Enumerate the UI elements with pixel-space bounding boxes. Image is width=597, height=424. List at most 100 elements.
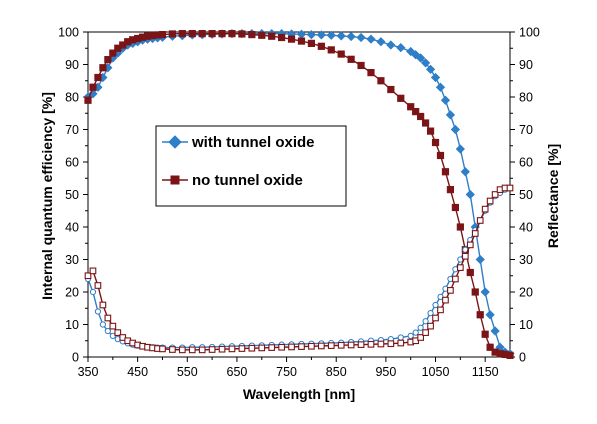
iqe-with-tunnel-oxide-point (376, 37, 386, 47)
iqe-no-tunnel-oxide-point (476, 311, 484, 319)
reflectance-with-tunnel-oxide-point (397, 334, 404, 341)
iqe-no-tunnel-oxide-point (466, 268, 474, 277)
iqe-no-tunnel-oxide-point (327, 46, 335, 54)
y2-axis-title: Reflectance [%] (545, 144, 561, 248)
series-line-reflectance-no-tunnel-oxide (87, 187, 510, 351)
legend-label-with-tunnel-oxide: with tunnel oxide (191, 134, 315, 151)
iqe-with-tunnel-oxide-point (435, 82, 446, 92)
iqe-no-tunnel-oxide-point (397, 94, 405, 102)
iqe-no-tunnel-oxide-point (377, 77, 385, 85)
reflectance-no-tunnel-oxide-point (198, 346, 206, 354)
iqe-with-tunnel-oxide-point (425, 64, 436, 74)
iqe-no-tunnel-oxide-point (198, 30, 206, 38)
iqe-no-tunnel-oxide-point (471, 288, 479, 296)
reflectance-no-tunnel-oxide-point (461, 252, 469, 260)
reflectance-no-tunnel-oxide-point (114, 329, 122, 336)
legend-box (155, 125, 347, 207)
reflectance-with-tunnel-oxide-point (417, 324, 424, 331)
y-tick-label: 20 (65, 286, 79, 300)
iqe-with-tunnel-oxide-point (450, 124, 461, 135)
y-tick-label: 80 (65, 91, 79, 105)
y2-tick-label: 70 (519, 123, 533, 137)
x-tick-label: 1050 (422, 365, 450, 379)
iqe-with-tunnel-oxide-point (411, 50, 421, 60)
iqe-no-tunnel-oxide-point (238, 30, 246, 38)
iqe-no-tunnel-oxide-point (84, 96, 92, 104)
iqe-with-tunnel-oxide-point (490, 326, 500, 336)
iqe-with-tunnel-oxide-point (296, 29, 307, 39)
y-tick-label: 50 (65, 188, 79, 202)
reflectance-no-tunnel-oxide-point (452, 275, 459, 283)
iqe-no-tunnel-oxide-point (506, 351, 514, 359)
iqe-no-tunnel-oxide-point (456, 223, 464, 231)
reflectance-no-tunnel-oxide-point (327, 342, 335, 349)
y-tick-label: 0 (72, 351, 79, 365)
iqe-no-tunnel-oxide-point (188, 30, 196, 38)
iqe-with-tunnel-oxide-point (88, 89, 98, 99)
reflectance-with-tunnel-oxide-point (412, 329, 419, 336)
y-tick-label: 60 (65, 156, 79, 170)
reflectance-no-tunnel-oxide-point (357, 341, 365, 349)
iqe-no-tunnel-oxide-point (258, 31, 266, 39)
reflectance-no-tunnel-oxide-point (432, 314, 439, 322)
series-layer (83, 29, 515, 359)
reflectance-with-tunnel-oxide-point (427, 310, 434, 317)
reflectance-no-tunnel-oxide-point (159, 345, 166, 353)
iqe-no-tunnel-oxide-point (387, 85, 395, 94)
iqe-with-tunnel-oxide-point (396, 42, 406, 53)
iqe-no-tunnel-oxide-point (268, 32, 276, 40)
iqe-no-tunnel-oxide-point (481, 330, 489, 338)
iqe-no-tunnel-oxide-point (99, 64, 107, 72)
x-tick-label: 1150 (472, 365, 499, 379)
reflectance-no-tunnel-oxide-point (208, 346, 216, 353)
reflectance-no-tunnel-oxide-point (337, 341, 345, 349)
reflectance-no-tunnel-oxide-point (288, 343, 295, 351)
reflectance-no-tunnel-oxide-point (427, 322, 434, 330)
reflectance-with-tunnel-oxide-point (432, 301, 439, 309)
y2-tick-label: 90 (519, 58, 533, 72)
legend: with tunnel oxide no tunnel oxide (155, 125, 347, 207)
reflectance-no-tunnel-oxide-point (466, 241, 474, 249)
reflectance-no-tunnel-oxide-point (238, 345, 246, 352)
y2-tick-label: 20 (519, 286, 533, 300)
iqe-with-tunnel-oxide-point (386, 40, 396, 50)
reflectance-no-tunnel-oxide-point (471, 230, 479, 237)
iqe-with-tunnel-oxide-point (366, 34, 376, 44)
iqe-no-tunnel-oxide-point (178, 30, 186, 38)
iqe-no-tunnel-oxide-point (218, 30, 226, 38)
iqe-no-tunnel-oxide-point (421, 119, 430, 127)
reflectance-no-tunnel-oxide-point (84, 272, 92, 280)
iqe-no-tunnel-oxide-point (347, 55, 355, 63)
reflectance-no-tunnel-oxide-point (506, 184, 514, 192)
reflectance-no-tunnel-oxide-point (104, 314, 112, 322)
reflectance-no-tunnel-oxide-point (491, 191, 499, 198)
y-tick-label: 10 (65, 318, 79, 332)
iqe-with-tunnel-oxide-point (326, 30, 336, 40)
iqe-no-tunnel-oxide-point (168, 30, 177, 38)
reflectance-with-tunnel-oxide-point (94, 308, 102, 315)
iqe-no-tunnel-oxide-point (89, 83, 97, 91)
reflectance-no-tunnel-oxide-point (268, 344, 276, 351)
x-axis-title: Wavelength [nm] (243, 386, 355, 402)
reflectance-no-tunnel-oxide-point (218, 345, 226, 353)
reflectance-no-tunnel-oxide-point (397, 339, 405, 347)
iqe-with-tunnel-oxide-point (465, 189, 475, 200)
iqe-no-tunnel-oxide-point (407, 103, 415, 111)
iqe-with-tunnel-oxide-point (430, 72, 441, 83)
y-tick-label: 30 (65, 253, 79, 267)
series-iqe-no-tunnel-oxide (84, 30, 514, 359)
y2-tick-label: 100 (519, 26, 540, 40)
iqe-no-tunnel-oxide-point (94, 73, 102, 82)
iqe-with-tunnel-oxide-point (356, 32, 366, 43)
y2-tick-label: 40 (519, 221, 533, 235)
series-line-reflectance-with-tunnel-oxide (87, 187, 511, 349)
y2-tick-label: 50 (519, 188, 533, 202)
iqe-no-tunnel-oxide-point (446, 186, 455, 194)
reflectance-no-tunnel-oxide-point (228, 345, 236, 353)
iqe-no-tunnel-oxide-point (417, 112, 425, 121)
iqe-no-tunnel-oxide-point (431, 138, 440, 147)
reflectance-no-tunnel-oxide-point (387, 340, 395, 348)
iqe-no-tunnel-oxide-point (208, 30, 216, 38)
reflectance-with-tunnel-oxide-point (407, 332, 414, 339)
y2-tick-label: 60 (519, 156, 533, 170)
